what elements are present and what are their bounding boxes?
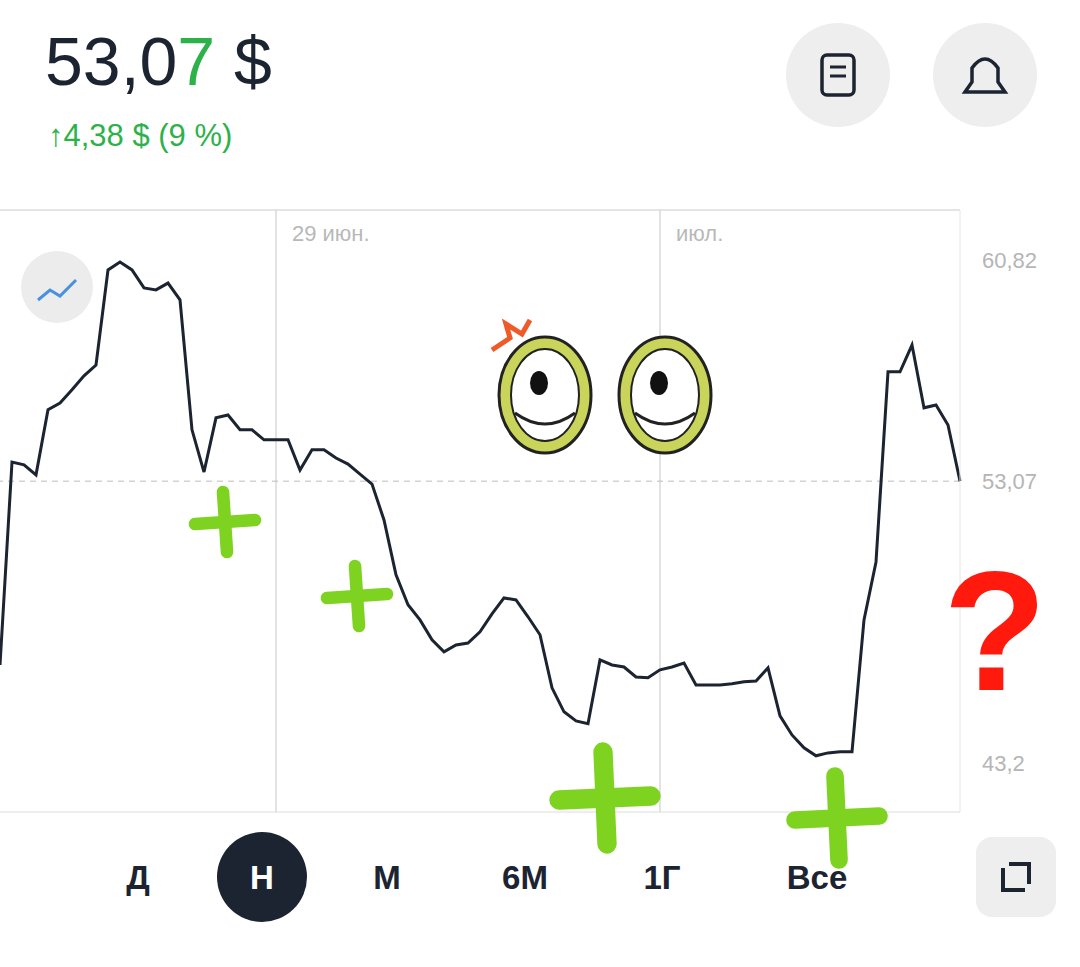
svg-text:29 июн.: 29 июн. xyxy=(292,221,370,246)
svg-text:М: М xyxy=(373,859,401,896)
svg-text:июл.: июл. xyxy=(676,221,723,246)
svg-text:Д: Д xyxy=(126,859,150,896)
html-text:53,0 7 $: 53,0 7 $ xyxy=(45,23,272,99)
svg-text:6М: 6М xyxy=(502,859,548,896)
svg-text:1Г: 1Г xyxy=(643,859,680,896)
svg-text:60,82: 60,82 xyxy=(982,248,1037,273)
html-text:↑4,38 $ (9 %): ↑4,38 $ (9 %) xyxy=(48,118,233,153)
svg-text:?: ? xyxy=(943,536,1047,726)
svg-text:53,07: 53,07 xyxy=(982,469,1037,494)
svg-text:Н: Н xyxy=(250,859,274,896)
svg-text:Все: Все xyxy=(787,859,848,896)
svg-text:43,2: 43,2 xyxy=(982,751,1025,776)
